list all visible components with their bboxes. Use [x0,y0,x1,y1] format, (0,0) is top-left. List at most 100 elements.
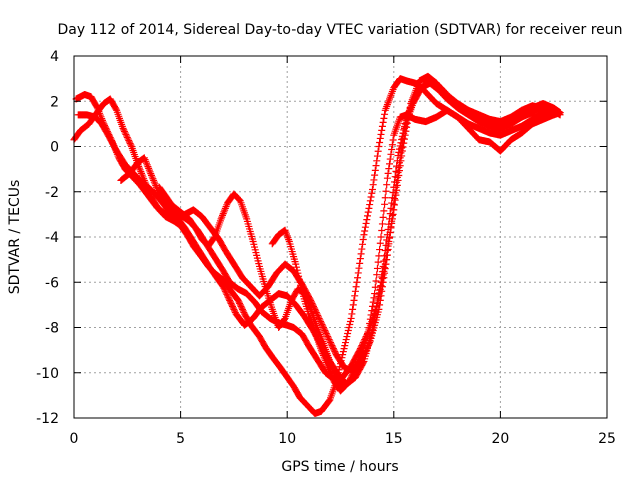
data-point [389,136,397,144]
data-point [372,306,380,314]
data-point [222,289,230,297]
data-point [394,152,402,160]
data-point [346,317,354,325]
data-point [359,240,367,248]
y-tick-label: -10 [36,366,59,382]
y-tick-label: -8 [45,321,59,337]
data-point [351,366,359,374]
data-point [381,200,389,208]
data-point [380,114,388,122]
data-point [354,274,362,282]
data-point [368,185,376,193]
data-point [406,105,414,113]
data-point [280,315,288,323]
x-tick-label: 25 [598,431,616,447]
data-point [397,139,405,147]
data-point [348,310,356,318]
data-point [351,292,359,300]
data-point [385,220,393,228]
data-point [331,348,339,356]
data-point [354,269,362,277]
data-point [147,170,155,178]
data-point [381,110,389,118]
data-point [342,381,350,389]
data-point [386,160,394,168]
data-point [125,136,133,144]
data-point [112,105,120,113]
data-point [296,278,304,286]
data-point [345,324,353,331]
chart-title: Day 112 of 2014, Sidereal Day-to-day VTE… [57,22,622,38]
x-tick-label: 10 [278,431,296,447]
data-point [93,103,101,111]
data-point [380,207,388,215]
data-point [362,219,370,227]
data-point [224,293,232,301]
data-point [383,236,391,244]
data-point [373,157,381,165]
data-point [388,141,396,149]
data-point [367,311,375,319]
data-point [124,135,132,143]
data-point [346,375,354,383]
y-tick-label: -12 [36,411,59,427]
data-point [349,369,357,377]
data-point [229,304,237,312]
data-point [149,175,157,183]
data-point [355,264,363,272]
data-point [405,106,413,114]
data-point [221,286,229,294]
data-point [356,255,364,263]
y-tick-label: 4 [50,49,59,65]
data-point [349,301,357,309]
data-point [318,320,326,328]
data-point [235,195,243,203]
data-point [239,307,247,315]
data-point [360,231,368,239]
data-point [393,157,401,165]
data-point [351,287,359,295]
data-point [340,345,348,353]
y-tick-label: -4 [45,230,59,246]
data-point [325,336,333,344]
x-tick-label: 20 [491,431,509,447]
data-point [368,307,376,315]
data-point [383,174,391,182]
data-point [122,130,130,138]
data-point [120,126,128,134]
data-point [234,296,242,304]
data-point [386,215,394,223]
data-point [326,337,334,345]
data-point [391,178,399,186]
data-point [367,193,375,201]
data-point [228,302,236,310]
data-point [378,122,386,130]
data-point [151,180,159,188]
data-point [381,247,389,255]
data-point [372,277,380,285]
data-point [399,129,407,137]
y-tick-label: -2 [45,185,59,201]
data-point [370,318,378,326]
data-point [226,298,234,306]
data-point [148,173,156,181]
data-point [352,283,360,291]
data-point [369,181,377,189]
data-point [386,210,394,218]
data-point [391,173,399,181]
data-point [368,189,376,197]
data-point [220,284,228,292]
data-point [322,328,330,336]
series-track-4 [117,77,558,388]
data-point [375,143,383,150]
data-point [344,327,352,335]
data-point [396,142,404,150]
data-point [361,227,369,235]
data-point [347,314,355,322]
data-point [368,302,376,310]
data-point [373,264,381,272]
data-point [369,298,377,306]
data-point [359,236,367,244]
data-point [376,246,384,254]
data-point [348,372,356,380]
